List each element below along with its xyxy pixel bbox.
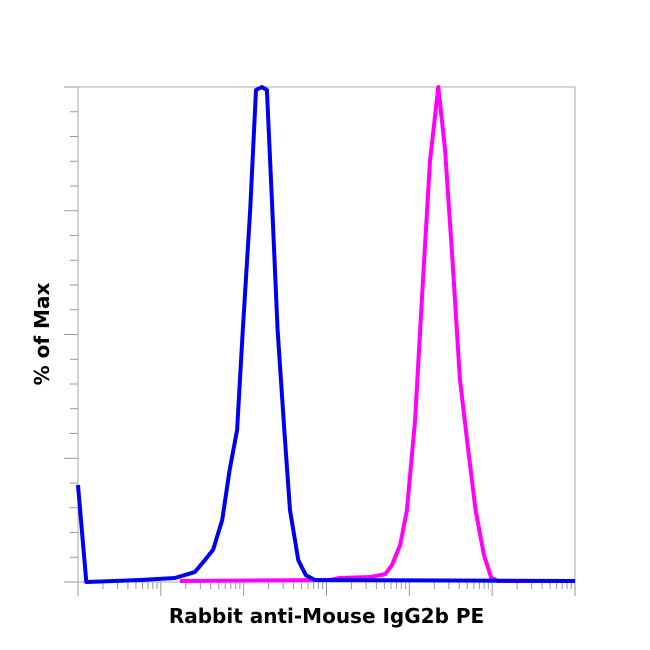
series-group bbox=[76, 85, 576, 584]
x-axis-label: Rabbit anti-Mouse IgG2b PE bbox=[168, 604, 485, 628]
y-axis-ticks bbox=[64, 86, 78, 583]
series-line-1 bbox=[179, 85, 575, 583]
plot-frame bbox=[77, 86, 576, 583]
x-axis-ticks bbox=[77, 582, 576, 596]
y-axis-label: % of Max bbox=[30, 282, 54, 386]
series-line-0 bbox=[76, 85, 576, 584]
